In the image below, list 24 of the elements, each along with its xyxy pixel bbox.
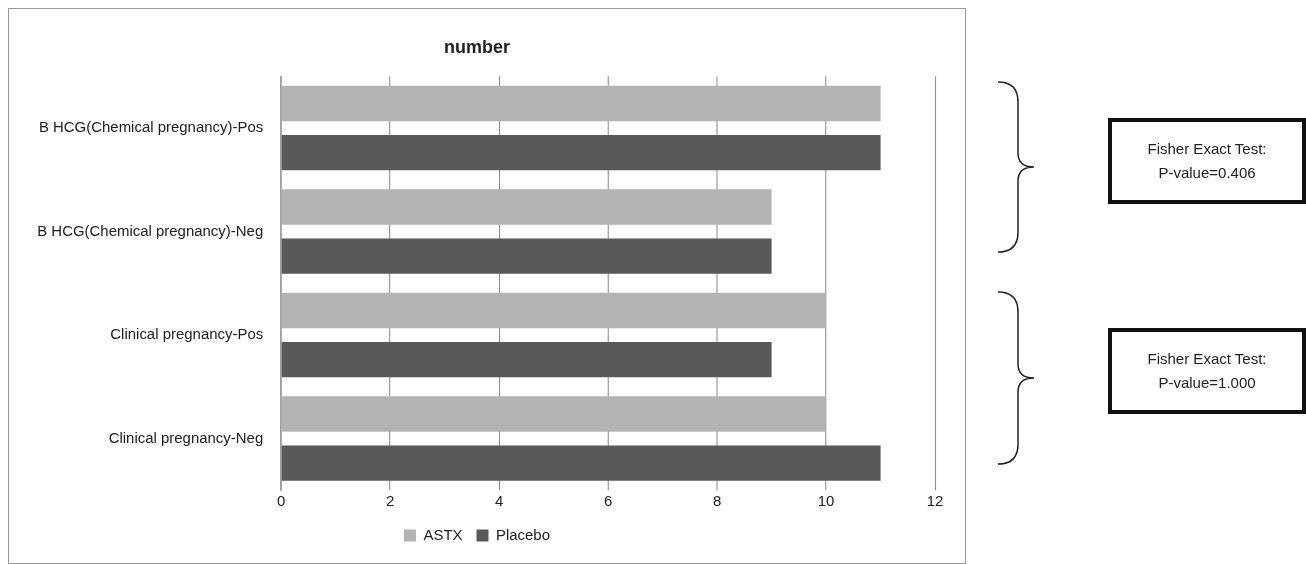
x-tick-label: 0 (277, 492, 286, 510)
legend-label: Placebo (495, 525, 550, 543)
legend-label: ASTX (423, 525, 463, 543)
x-tick-label: 10 (817, 492, 835, 510)
bar (281, 238, 772, 274)
x-tick-label: 2 (386, 492, 395, 510)
x-tick-label: 12 (926, 492, 944, 510)
bar (281, 292, 827, 329)
y-tick-label: B HCG(Chemical pregnancy)-Neg (37, 221, 264, 239)
chart-title: number (444, 36, 510, 57)
y-tick-label: B HCG(Chemical pregnancy)-Pos (38, 118, 264, 136)
x-tick-label: 8 (712, 492, 722, 510)
bar (281, 445, 881, 481)
text-box: Fisher Exact Test: P-value=1.000 (1108, 328, 1306, 414)
text-box: Fisher Exact Test: P-value=0.406 (1108, 118, 1306, 204)
bar (281, 341, 772, 378)
y-tick-label: Clinical pregnancy-Neg (108, 428, 264, 446)
bar (281, 189, 772, 225)
x-tick-label: 4 (494, 492, 504, 510)
x-tick-label: 6 (603, 492, 613, 510)
bar (281, 396, 827, 432)
bar (281, 85, 881, 122)
bar (281, 134, 881, 171)
y-tick-label: Clinical pregnancy-Pos (110, 325, 264, 343)
